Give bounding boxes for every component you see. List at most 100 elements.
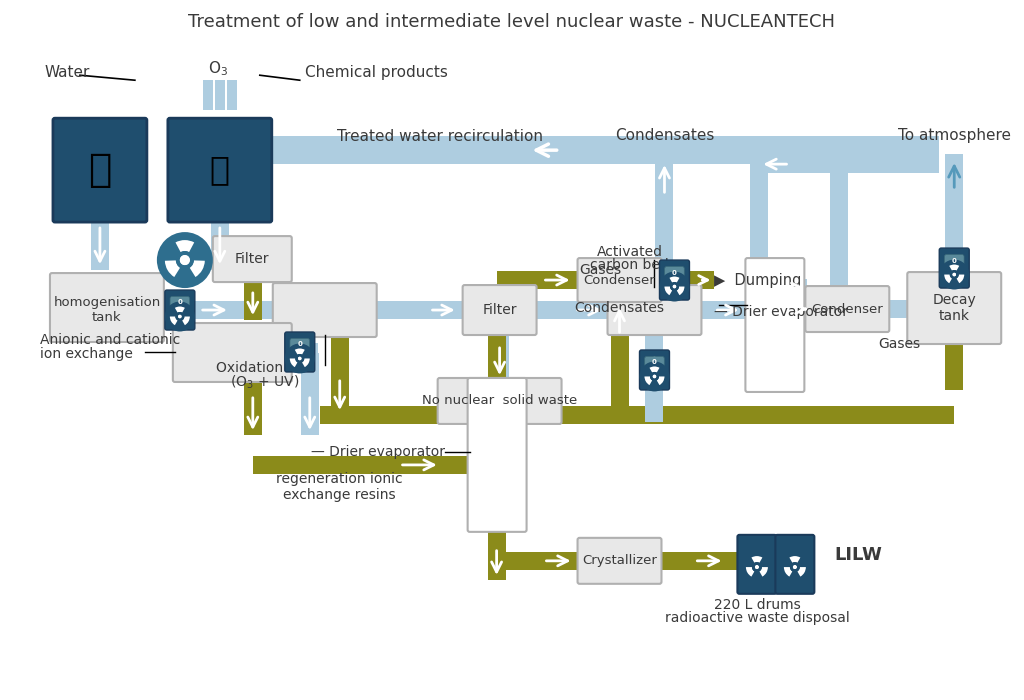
Circle shape bbox=[640, 361, 670, 391]
Wedge shape bbox=[949, 265, 959, 271]
Wedge shape bbox=[665, 286, 672, 295]
Text: 🫧: 🫧 bbox=[210, 153, 229, 187]
Text: Treatment of low and intermediate level nuclear waste - NUCLEANTECH: Treatment of low and intermediate level … bbox=[188, 13, 836, 32]
Wedge shape bbox=[944, 274, 952, 284]
Text: Chemical products: Chemical products bbox=[305, 64, 447, 80]
Text: To atmosphere: To atmosphere bbox=[898, 127, 1011, 143]
Circle shape bbox=[178, 315, 181, 318]
Bar bbox=[203, 80, 213, 110]
FancyBboxPatch shape bbox=[165, 290, 195, 330]
Bar bbox=[91, 220, 109, 270]
Wedge shape bbox=[670, 276, 680, 283]
Bar bbox=[155, 301, 274, 319]
Circle shape bbox=[180, 255, 189, 265]
Bar bbox=[760, 279, 807, 297]
FancyBboxPatch shape bbox=[173, 323, 292, 382]
Text: Decay
tank: Decay tank bbox=[933, 293, 976, 323]
Text: 0: 0 bbox=[951, 258, 956, 263]
Text: O$_3$: O$_3$ bbox=[208, 59, 228, 78]
Bar bbox=[760, 155, 939, 173]
Wedge shape bbox=[784, 567, 793, 577]
Wedge shape bbox=[745, 567, 755, 577]
Bar bbox=[830, 162, 848, 288]
Bar bbox=[610, 300, 629, 380]
FancyBboxPatch shape bbox=[272, 283, 377, 337]
Wedge shape bbox=[752, 562, 762, 572]
FancyBboxPatch shape bbox=[50, 273, 164, 342]
Wedge shape bbox=[290, 358, 298, 367]
FancyBboxPatch shape bbox=[168, 118, 271, 222]
Text: Anionic and cationic: Anionic and cationic bbox=[40, 333, 180, 347]
Bar bbox=[487, 465, 506, 530]
Text: — Drier evaporator: — Drier evaporator bbox=[715, 305, 849, 319]
Bar bbox=[888, 300, 909, 318]
Bar bbox=[699, 301, 760, 319]
FancyBboxPatch shape bbox=[944, 255, 964, 267]
FancyBboxPatch shape bbox=[170, 297, 189, 309]
Text: Treated water recirculation: Treated water recirculation bbox=[337, 129, 543, 144]
FancyBboxPatch shape bbox=[745, 258, 805, 392]
Text: — Drier evaporator: — Drier evaporator bbox=[310, 445, 444, 459]
Text: Crystallizer: Crystallizer bbox=[582, 554, 657, 567]
Text: Gases: Gases bbox=[580, 263, 622, 277]
Bar bbox=[800, 300, 809, 318]
Circle shape bbox=[793, 565, 797, 569]
Wedge shape bbox=[677, 286, 684, 295]
Bar bbox=[751, 160, 768, 260]
Wedge shape bbox=[295, 349, 305, 355]
Bar bbox=[497, 552, 580, 570]
Text: Filter: Filter bbox=[236, 252, 269, 266]
Wedge shape bbox=[295, 354, 304, 363]
Circle shape bbox=[755, 565, 759, 569]
Circle shape bbox=[285, 344, 314, 374]
Bar bbox=[301, 353, 318, 435]
FancyBboxPatch shape bbox=[805, 286, 889, 332]
Circle shape bbox=[180, 255, 189, 265]
FancyBboxPatch shape bbox=[907, 272, 1001, 344]
Circle shape bbox=[740, 551, 773, 584]
Wedge shape bbox=[175, 240, 195, 252]
Text: carbon bed: carbon bed bbox=[590, 258, 669, 272]
Circle shape bbox=[652, 374, 656, 378]
FancyBboxPatch shape bbox=[578, 538, 662, 584]
Circle shape bbox=[673, 285, 676, 288]
Circle shape bbox=[939, 260, 970, 290]
Bar bbox=[220, 136, 939, 164]
Wedge shape bbox=[798, 567, 806, 577]
Bar bbox=[659, 552, 739, 570]
Wedge shape bbox=[670, 282, 679, 291]
Bar bbox=[497, 271, 580, 289]
Wedge shape bbox=[189, 260, 205, 277]
FancyBboxPatch shape bbox=[437, 378, 561, 424]
Wedge shape bbox=[302, 358, 309, 367]
Circle shape bbox=[176, 251, 194, 269]
Text: Filter: Filter bbox=[482, 303, 517, 317]
Wedge shape bbox=[790, 556, 801, 563]
Text: Water: Water bbox=[45, 64, 90, 80]
Text: 0: 0 bbox=[177, 300, 182, 305]
Bar bbox=[470, 456, 473, 474]
Bar bbox=[699, 271, 715, 289]
Bar bbox=[659, 271, 675, 289]
Circle shape bbox=[157, 232, 213, 288]
Circle shape bbox=[178, 315, 181, 318]
Bar bbox=[945, 342, 964, 390]
FancyBboxPatch shape bbox=[463, 285, 537, 335]
Wedge shape bbox=[175, 312, 184, 321]
Circle shape bbox=[298, 357, 301, 360]
Bar bbox=[487, 300, 506, 380]
Circle shape bbox=[793, 565, 797, 569]
FancyBboxPatch shape bbox=[578, 258, 662, 302]
Bar bbox=[659, 271, 699, 289]
Bar bbox=[375, 301, 484, 319]
Bar bbox=[655, 150, 674, 310]
Text: LILW: LILW bbox=[835, 546, 883, 564]
Wedge shape bbox=[752, 556, 763, 563]
Bar bbox=[215, 80, 225, 110]
Bar bbox=[610, 280, 629, 415]
FancyBboxPatch shape bbox=[607, 285, 701, 335]
Circle shape bbox=[952, 273, 956, 276]
Text: ▶  Dumping: ▶ Dumping bbox=[715, 272, 802, 288]
Text: 0: 0 bbox=[672, 270, 677, 276]
FancyBboxPatch shape bbox=[665, 267, 684, 279]
